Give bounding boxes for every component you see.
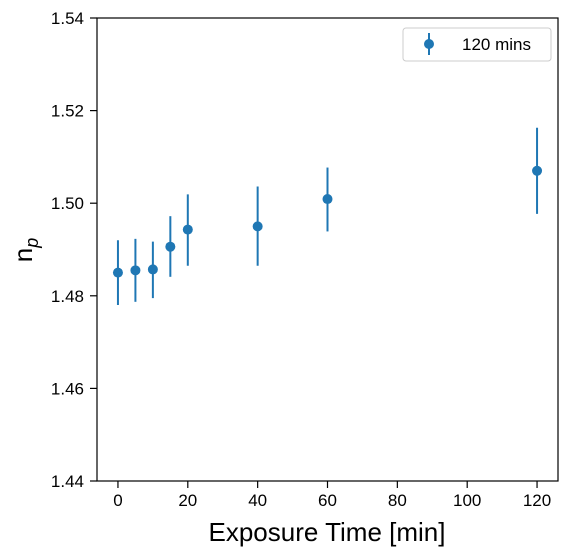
y-axis-title: np (8, 238, 42, 262)
y-tick-label: 1.46 (51, 379, 84, 398)
plot-area (96, 17, 559, 482)
x-tick-label: 80 (388, 491, 407, 510)
y-tick-label: 1.48 (51, 287, 84, 306)
data-point (147, 264, 158, 275)
data-point (130, 265, 141, 276)
plot-frame (96, 17, 559, 482)
y-tick-label: 1.52 (51, 102, 84, 121)
legend-label: 120 mins (462, 35, 531, 54)
data-point (532, 165, 543, 176)
y-axis-title-main: n (8, 248, 38, 262)
x-tick-label: 0 (113, 491, 122, 510)
data-point (165, 241, 176, 252)
x-tick-label: 120 (523, 491, 551, 510)
y-tick-label: 1.50 (51, 194, 84, 213)
data-point (252, 221, 263, 232)
data-marks (112, 127, 543, 306)
legend-box (402, 27, 552, 62)
y-axis-title-sub: p (22, 238, 42, 249)
axis-ticks: 0 20 40 60 80 100 120 1.44 1.46 1.48 1.50 1.52 1.54 (51, 9, 551, 510)
y-tick-label: 1.44 (51, 472, 84, 491)
x-tick-label: 60 (318, 491, 337, 510)
x-tick-label: 20 (178, 491, 197, 510)
legend: 120 mins (402, 27, 552, 62)
x-tick-label: 40 (248, 491, 267, 510)
data-point (182, 224, 193, 235)
x-axis-title: Exposure Time [min] (209, 517, 446, 547)
legend-marker (424, 39, 434, 49)
data-point (322, 194, 333, 205)
y-tick-label: 1.54 (51, 9, 84, 28)
x-tick-label: 100 (453, 491, 481, 510)
data-point (112, 267, 123, 278)
